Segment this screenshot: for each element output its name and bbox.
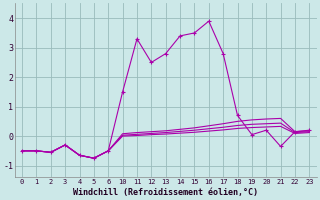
X-axis label: Windchill (Refroidissement éolien,°C): Windchill (Refroidissement éolien,°C) — [73, 188, 258, 197]
